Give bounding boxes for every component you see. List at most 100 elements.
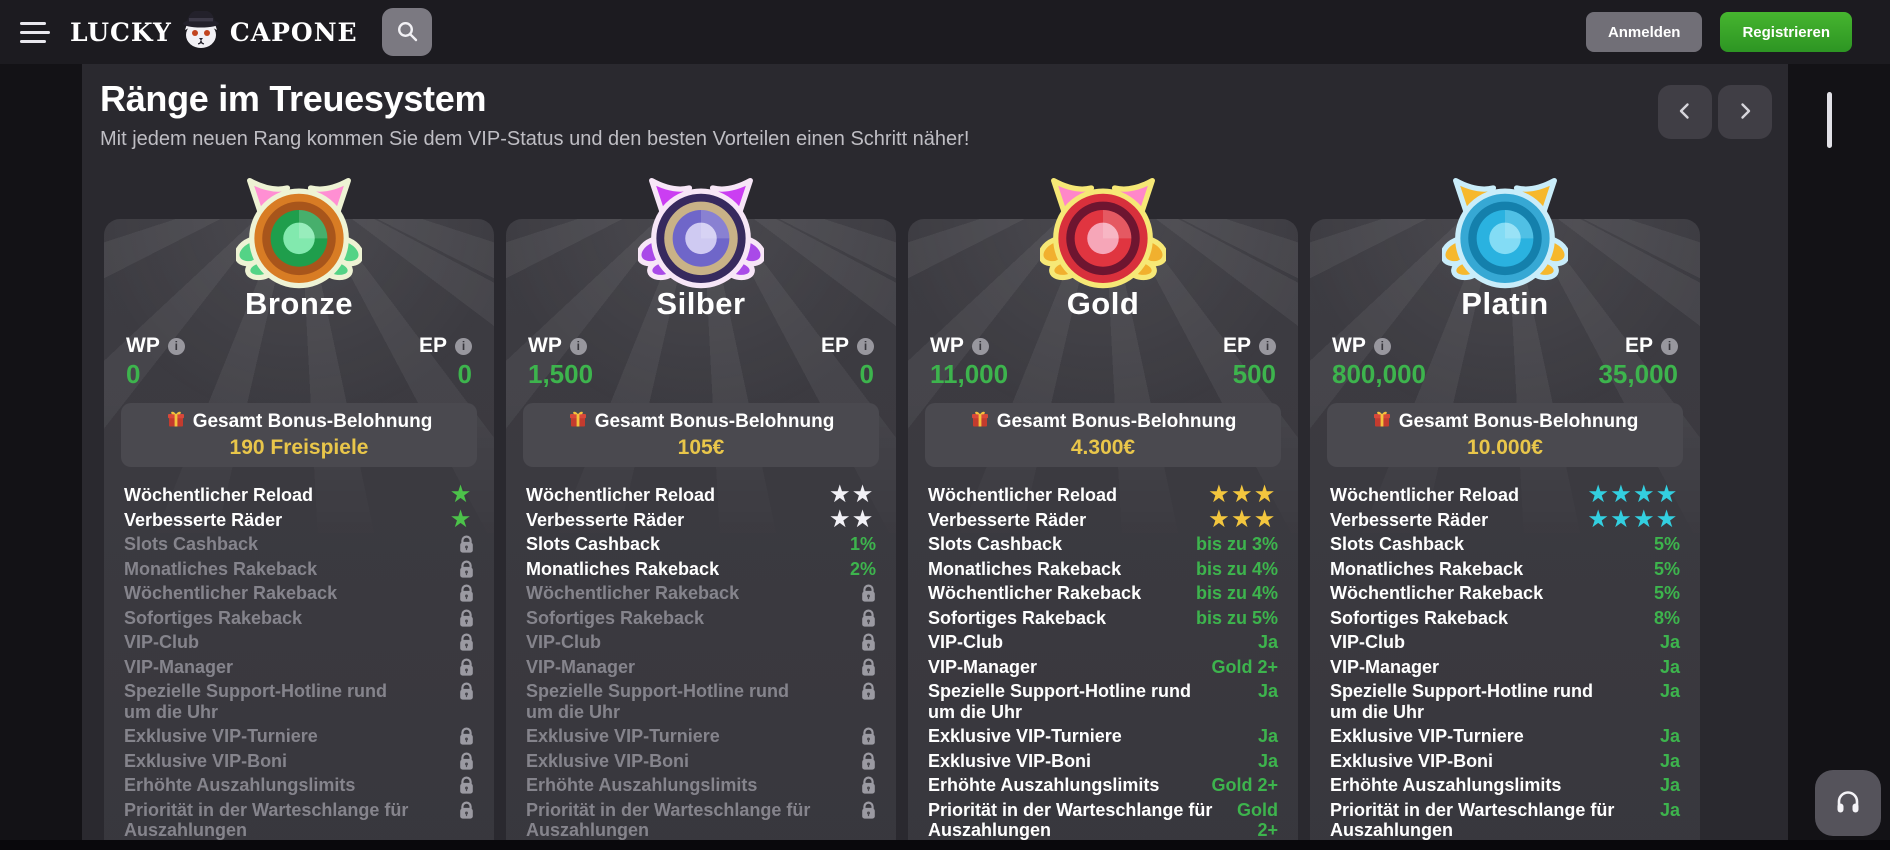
- info-icon[interactable]: i: [1259, 337, 1276, 355]
- headphones-icon: [1833, 787, 1863, 820]
- tier-badge: [506, 171, 896, 291]
- feature-label: Monatliches Rakeback: [1330, 558, 1524, 579]
- feature-label: VIP-Manager: [1330, 656, 1440, 677]
- feature-label: Wöchentlicher Rakeback: [526, 583, 740, 603]
- feature-value: bis zu 3%: [1195, 534, 1278, 554]
- top-navigation-bar: LUCKY CAPONE: [0, 0, 1890, 64]
- ep-label: EP: [418, 334, 447, 357]
- feature-value: bis zu 4%: [1195, 558, 1278, 579]
- feature-label: Verbesserte Räder: [526, 509, 685, 530]
- feature-row: Monatliches Rakeback bis zu 4%: [928, 557, 1278, 582]
- tier-name: Bronze: [244, 286, 354, 321]
- feature-label: Exklusive VIP-Boni: [526, 750, 690, 771]
- feature-row: Spezielle Support-Hotline rund um die Uh…: [124, 679, 474, 724]
- feature-row: VIP-Manager Gold 2+: [928, 655, 1278, 680]
- carousel-prev-button[interactable]: [1658, 85, 1712, 139]
- feature-label: VIP-Club: [928, 632, 1003, 652]
- feature-label: Monatliches Rakeback: [124, 558, 318, 579]
- feature-lock: [853, 608, 876, 628]
- feature-label: Exklusive VIP-Boni: [928, 750, 1092, 771]
- support-chat-button[interactable]: [1815, 770, 1881, 836]
- points-row: WP i 1,500 EP i 0: [506, 334, 896, 389]
- feature-stars: ★★★★: [1581, 509, 1680, 531]
- feature-value: Ja: [1659, 681, 1680, 701]
- feature-row: Monatliches Rakeback 5%: [1330, 557, 1680, 582]
- feature-row: Sofortiges Rakeback: [526, 606, 876, 631]
- bonus-value: 105€: [677, 436, 725, 459]
- feature-stars: ★: [443, 509, 474, 531]
- feature-stars: ★★★: [1202, 509, 1278, 531]
- feature-label: Slots Cashback: [124, 534, 259, 554]
- feature-row: Wöchentlicher Rakeback bis zu 4%: [928, 581, 1278, 606]
- feature-row: Erhöhte Auszahlungslimits: [526, 773, 876, 798]
- tier-badge: [1310, 171, 1700, 291]
- carousel-next-button[interactable]: [1718, 85, 1772, 139]
- feature-row: Verbesserte Räder ★★★: [928, 508, 1278, 533]
- feature-row: Erhöhte Auszahlungslimits: [124, 773, 474, 798]
- lock-icon: [862, 682, 875, 700]
- feature-row: VIP-Club: [526, 630, 876, 655]
- feature-row: Erhöhte Auszahlungslimits Ja: [1330, 773, 1680, 798]
- feature-label: Sofortiges Rakeback: [526, 607, 705, 628]
- menu-icon[interactable]: [18, 18, 52, 47]
- ep-value: 500: [1232, 359, 1276, 389]
- points-row: WP i 800,000 EP i 35,000: [1310, 334, 1700, 389]
- wp-value: 0: [126, 359, 141, 389]
- info-icon[interactable]: i: [167, 337, 185, 355]
- brand-logo[interactable]: LUCKY CAPONE: [70, 8, 358, 57]
- info-icon[interactable]: i: [1661, 337, 1678, 355]
- feature-lock: [451, 608, 474, 628]
- lock-icon: [460, 608, 473, 627]
- star-icon: ★★: [830, 507, 876, 531]
- right-gutter: [1788, 64, 1890, 840]
- feature-row: Exklusive VIP-Boni: [526, 749, 876, 774]
- feature-row: Wöchentlicher Reload ★: [124, 483, 474, 508]
- info-icon[interactable]: i: [455, 337, 472, 355]
- search-icon: [395, 19, 419, 46]
- ep-value: 35,000: [1598, 359, 1678, 389]
- feature-value: Ja: [1659, 632, 1680, 652]
- feature-label: Priorität in der Warteschlange für Ausza…: [928, 799, 1213, 841]
- platinum-paw-badge-icon: [1442, 177, 1568, 289]
- search-button[interactable]: [381, 8, 432, 56]
- feature-row: Spezielle Support-Hotline rund um die Uh…: [928, 679, 1278, 724]
- info-icon[interactable]: i: [1373, 337, 1391, 355]
- tier-cards-row: Bronze WP i 0 EP i 0: [104, 177, 1700, 841]
- bonus-value: 10.000€: [1467, 436, 1543, 459]
- feature-list: Wöchentlicher Reload ★★ Verbesserte Räder ★…: [506, 483, 896, 840]
- lock-icon: [460, 682, 473, 700]
- feature-label: Priorität in der Warteschlange für Ausza…: [124, 799, 409, 841]
- feature-label: VIP-Manager: [928, 656, 1038, 677]
- register-button[interactable]: Registrieren: [1720, 12, 1852, 52]
- feature-row: Sofortiges Rakeback: [124, 606, 474, 631]
- feature-label: Exklusive VIP-Boni: [124, 750, 288, 771]
- feature-row: Wöchentlicher Reload ★★: [526, 483, 876, 508]
- feature-lock: [853, 583, 876, 603]
- info-icon[interactable]: i: [569, 337, 587, 355]
- ep-value: 0: [457, 359, 472, 389]
- loyalty-ranks-panel: Ränge im Treuesystem Mit jedem neuen Ran…: [82, 64, 1788, 840]
- info-icon[interactable]: i: [857, 337, 874, 355]
- feature-value: 5%: [1653, 558, 1680, 579]
- feature-row: VIP-Manager Ja: [1330, 655, 1680, 680]
- feature-row: Slots Cashback: [124, 532, 474, 557]
- feature-value: Gold 2+: [1237, 799, 1278, 841]
- wp-column: WP i 800,000: [1332, 334, 1426, 389]
- feature-label: Exklusive VIP-Turniere: [1330, 726, 1524, 746]
- brand-text-lucky: LUCKY: [70, 17, 172, 47]
- feature-stars: ★★: [822, 484, 876, 506]
- scrollbar-thumb[interactable]: [1827, 92, 1832, 148]
- feature-label: Erhöhte Auszahlungslimits: [1330, 775, 1562, 795]
- feature-row: Wöchentlicher Reload ★★★★: [1330, 483, 1680, 508]
- feature-stars: ★★: [822, 507, 876, 531]
- page-subtitle: Mit jedem neuen Rang kommen Sie dem VIP-…: [100, 128, 970, 150]
- feature-label: VIP-Club: [1330, 632, 1405, 652]
- feature-lock: [853, 775, 876, 795]
- login-button[interactable]: Anmelden: [1585, 12, 1703, 52]
- tier-name: Platin: [1461, 286, 1549, 321]
- feature-label: Wöchentlicher Rakeback: [928, 583, 1142, 603]
- info-icon[interactable]: i: [971, 337, 989, 355]
- lock-icon: [460, 800, 473, 819]
- feature-label: Monatliches Rakeback: [526, 558, 720, 579]
- feature-lock: [451, 681, 474, 701]
